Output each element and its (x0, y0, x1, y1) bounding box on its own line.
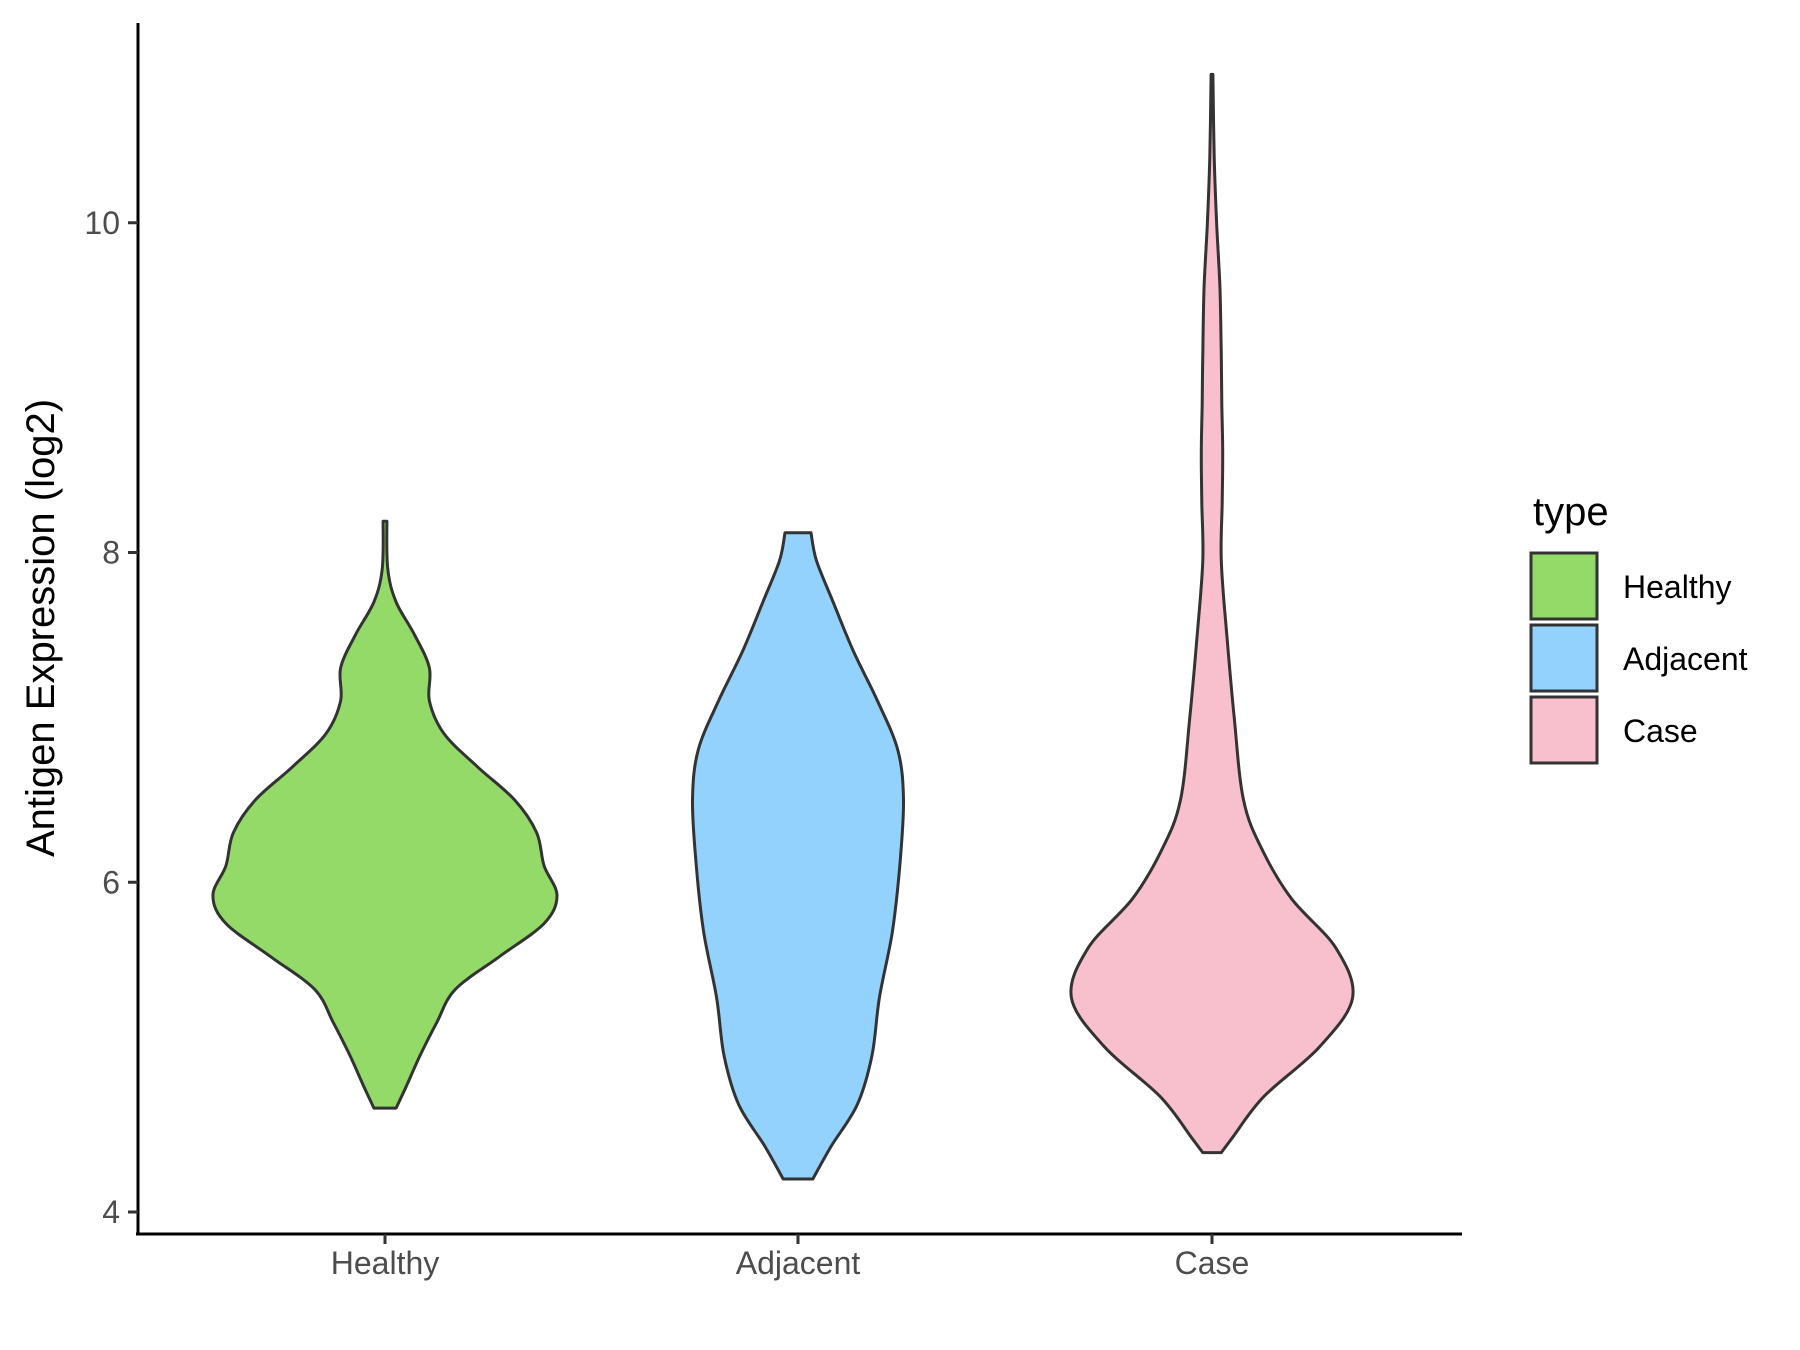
x-tick-label: Healthy (331, 1245, 440, 1281)
legend-title: type (1533, 490, 1609, 534)
y-tick-label: 10 (84, 205, 120, 241)
x-ticks: Healthy Adjacent Case (331, 1234, 1250, 1281)
legend-swatch-healthy (1529, 551, 1599, 621)
legend-swatch-case (1529, 695, 1599, 765)
x-tick-label: Adjacent (736, 1245, 861, 1281)
y-tick-label: 6 (102, 864, 120, 900)
y-tick-label: 8 (102, 535, 120, 571)
violin-adjacent (690, 531, 906, 1181)
violin-layer (211, 72, 1355, 1181)
y-tick-label: 4 (102, 1194, 120, 1230)
legend-label-adjacent: Adjacent (1623, 641, 1748, 677)
legend: type Healthy Adjacent Case (1529, 490, 1748, 765)
legend-swatch-adjacent (1529, 623, 1599, 693)
legend-label-case: Case (1623, 713, 1698, 749)
legend-label-healthy: Healthy (1623, 569, 1732, 605)
y-axis-title: Antigen Expression (log2) (19, 399, 63, 857)
violin-case (1069, 72, 1355, 1155)
x-tick-label: Case (1175, 1245, 1250, 1281)
y-ticks: 4 6 8 10 (84, 205, 138, 1230)
legend-items: Healthy Adjacent Case (1529, 551, 1748, 765)
violin-healthy (211, 519, 559, 1110)
axes: 4 6 8 10 Healthy Adjacent Case (84, 23, 1462, 1281)
